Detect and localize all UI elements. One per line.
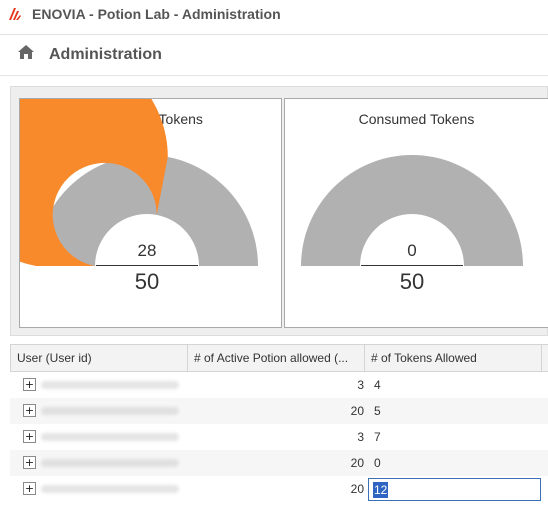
expand-button[interactable]: + [23,430,36,443]
expand-button[interactable]: + [23,456,36,469]
selected-input-text: 12 [373,482,389,498]
gauge-max: 50 [399,269,425,294]
consumed-tokens-card: Consumed Tokens 0 50 [284,98,548,328]
divider [0,75,548,76]
gauge-value: 0 [407,241,417,260]
redacted-user-name [41,407,179,415]
tokens-allowed-cell[interactable]: 7 [374,430,381,444]
required-tokens-card: Required Tokens 28 50 [19,98,282,328]
users-table: User (User id) # of Active Potion allowe… [10,344,548,512]
table-header: User (User id) # of Active Potion allowe… [10,344,548,372]
active-allowed-cell[interactable]: 20 [350,456,364,470]
column-header-tokens-allowed[interactable]: # of Tokens Allowed [365,345,542,371]
active-allowed-cell[interactable]: 3 [357,378,364,392]
consumed-tokens-gauge [301,155,523,266]
page-title: Administration [49,46,162,63]
tokens-allowed-cell[interactable]: 4 [374,378,381,392]
table-row[interactable]: + 20 5 [10,398,548,424]
tokens-allowed-input[interactable]: 12 [368,478,541,501]
gauge-title: Consumed Tokens [358,111,475,127]
home-icon[interactable] [17,44,35,60]
column-header-active-allowed[interactable]: # of Active Potion allowed (... [188,345,365,371]
window-title: ENOVIA - Potion Lab - Administration [32,6,281,22]
table-row[interactable]: + 20 12 [10,476,548,502]
tokens-allowed-cell[interactable]: 0 [374,456,381,470]
table-row[interactable]: + 20 0 [10,450,548,476]
table-row[interactable]: + 3 4 [10,372,548,398]
3dexperience-logo-icon [9,8,21,20]
dashboard-panel: Required Tokens 28 50 Consumed Tokens 0 … [10,86,548,336]
required-tokens-gauge [20,99,258,266]
gauge-value: 28 [137,241,157,260]
divider [0,34,548,35]
table-row[interactable]: + 3 7 [10,424,548,450]
tokens-allowed-cell[interactable]: 5 [374,404,381,418]
expand-button[interactable]: + [23,378,36,391]
redacted-user-name [41,459,179,467]
gauge-max: 50 [134,269,160,294]
redacted-user-name [41,381,179,389]
active-allowed-cell[interactable]: 20 [350,482,364,496]
gauge-divider [361,265,463,266]
gauge-fill [20,99,168,266]
active-allowed-cell[interactable]: 3 [357,430,364,444]
gauge-track [36,155,258,266]
column-header-user[interactable]: User (User id) [11,345,188,371]
active-allowed-cell[interactable]: 20 [350,404,364,418]
expand-button[interactable]: + [23,482,36,495]
redacted-user-name [41,485,179,493]
page-header: Administration [0,36,548,76]
redacted-user-name [41,433,179,441]
gauge-divider [96,265,198,266]
expand-button[interactable]: + [23,404,36,417]
window-titlebar: ENOVIA - Potion Lab - Administration [0,0,548,30]
gauge-track [301,155,523,266]
